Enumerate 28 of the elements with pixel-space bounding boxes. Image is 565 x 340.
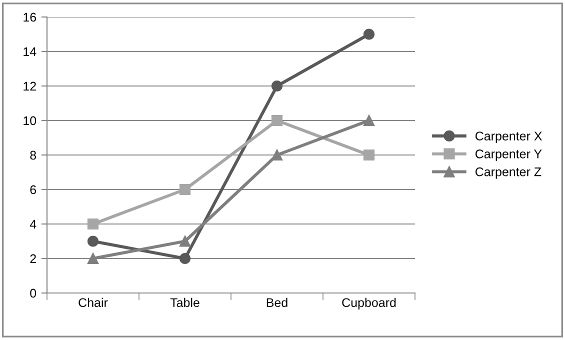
y-tick-label: 8 — [30, 150, 36, 160]
point — [179, 236, 191, 247]
point — [363, 114, 375, 126]
point — [271, 149, 283, 161]
point — [87, 236, 99, 247]
y-tick-label: 2 — [30, 254, 36, 264]
x-tick-label: Table — [170, 298, 200, 308]
y-tick-label: 4 — [30, 220, 36, 229]
point — [271, 114, 283, 126]
y-tick-label: 16 — [24, 12, 36, 22]
x-tick-label: Cupboard — [342, 298, 396, 310]
y-tick-label: 12 — [24, 82, 36, 91]
point — [179, 184, 191, 196]
point — [87, 218, 99, 230]
point — [271, 80, 283, 92]
x-tick-label: Bed — [266, 298, 288, 308]
y-tick-label: 6 — [30, 185, 36, 194]
y-tick-label: 0 — [30, 288, 36, 298]
y-tick-label: 10 — [24, 116, 36, 126]
legend-label: Carpenter X — [475, 132, 542, 143]
x-tick-label: Chair — [78, 298, 108, 308]
point — [179, 252, 191, 264]
point — [363, 28, 375, 40]
point — [87, 252, 99, 264]
legend-label: Carpenter Z — [475, 167, 542, 179]
legend-label: Carpenter Y — [475, 150, 542, 161]
point — [363, 149, 375, 161]
y-tick-label: 14 — [24, 47, 36, 56]
